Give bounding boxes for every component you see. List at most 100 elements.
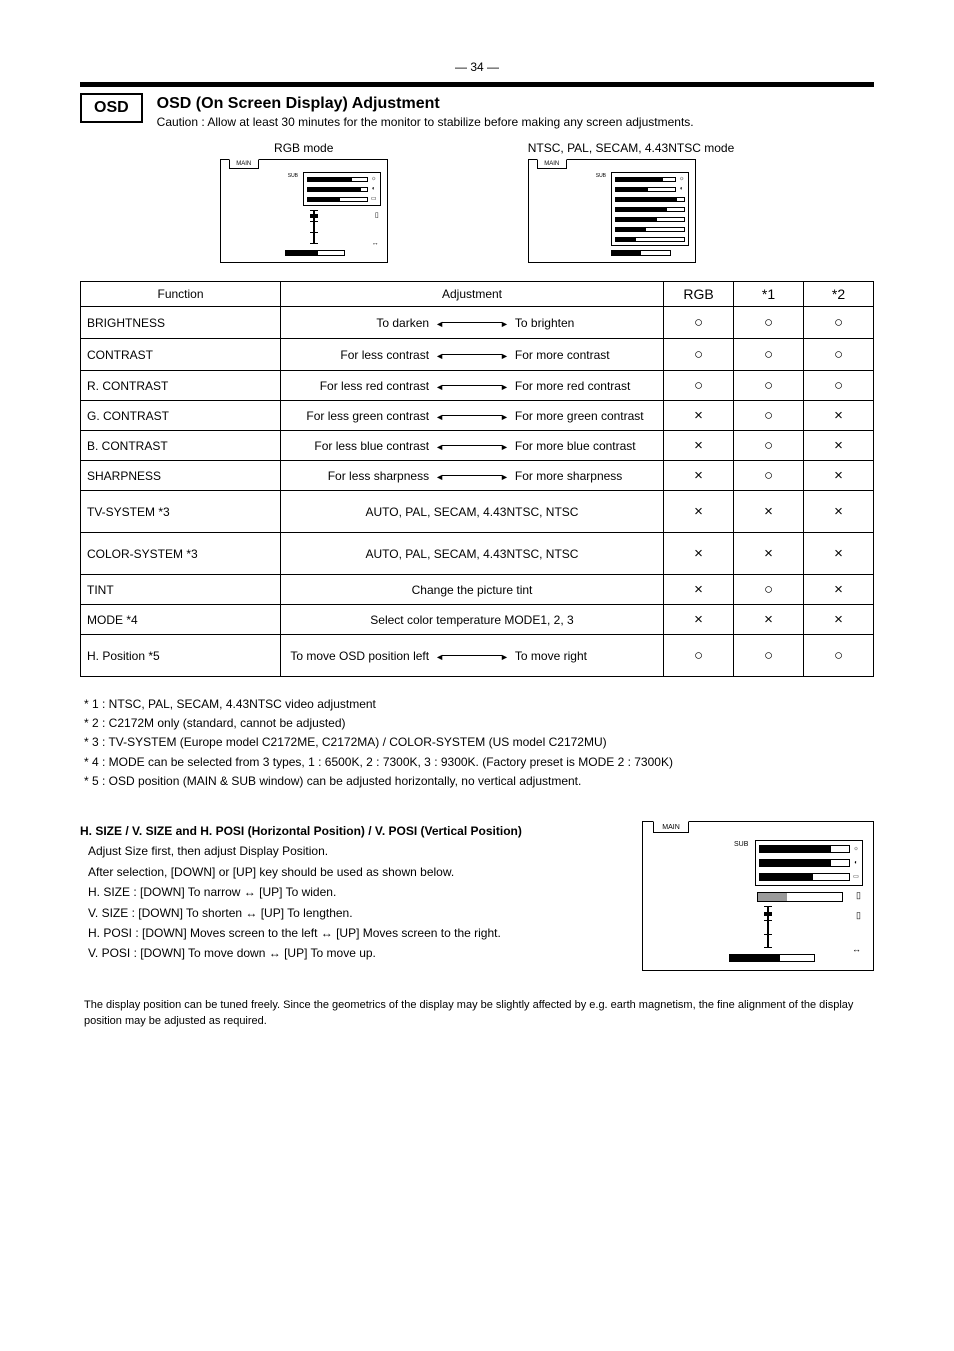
osd-tab: MAIN xyxy=(537,159,567,169)
osd-inner-label: SUB xyxy=(596,173,606,179)
cell-adjustment: For less red contrastFor more red contra… xyxy=(281,371,664,401)
slider-row: ◐ xyxy=(615,185,685,193)
brightness-icon: ☼ xyxy=(679,176,685,182)
desc-line: V. POSI : [DOWN] To move down ↔ [UP] To … xyxy=(80,943,624,963)
cell-flag: ○ xyxy=(734,371,804,401)
slider-row xyxy=(615,215,685,223)
table-row: CONTRASTFor less contrastFor more contra… xyxy=(81,339,874,371)
cell-function: R. CONTRAST xyxy=(81,371,281,401)
cell-function: H. Position *5 xyxy=(81,635,281,677)
osd-ntsc-caption: NTSC, PAL, SECAM, 4.43NTSC mode xyxy=(528,141,735,155)
osd-preview-row: RGB mode MAIN SUB ☼ ◐ ▭ xyxy=(80,141,874,263)
foot-caption: The display position can be tuned freely… xyxy=(80,997,874,1030)
cell-flag: × xyxy=(804,491,874,533)
v-slider xyxy=(763,906,773,948)
table-body: BRIGHTNESSTo darkenTo brighten○○○CONTRAS… xyxy=(81,307,874,677)
cell-flag: ○ xyxy=(734,461,804,491)
slider-row xyxy=(615,195,685,203)
cell-adjustment: Select color temperature MODE1, 2, 3 xyxy=(281,605,664,635)
h-bottom-slider xyxy=(285,250,345,256)
cell-flag: ○ xyxy=(664,339,734,371)
cell-flag: × xyxy=(664,431,734,461)
note-line: * 3 : TV-SYSTEM (Europe model C2172ME, C… xyxy=(84,733,870,752)
th-star2: *2 xyxy=(804,282,874,307)
section-caution: Caution : Allow at least 30 minutes for … xyxy=(157,115,694,129)
note-line: * 1 : NTSC, PAL, SECAM, 4.43NTSC video a… xyxy=(84,695,870,714)
cell-flag: ○ xyxy=(734,339,804,371)
desc-title: H. SIZE / V. SIZE and H. POSI (Horizonta… xyxy=(80,824,522,838)
cell-flag: × xyxy=(664,491,734,533)
table-row: BRIGHTNESSTo darkenTo brighten○○○ xyxy=(81,307,874,339)
osd-ntsc-sliders-panel: SUB ☼ ◐ xyxy=(611,172,689,246)
osd-inner-label: SUB xyxy=(734,841,748,848)
cell-function: TINT xyxy=(81,575,281,605)
brightness-icon: ☼ xyxy=(853,846,859,852)
table-row: B. CONTRASTFor less blue contrastFor mor… xyxy=(81,431,874,461)
cell-adjustment: To move OSD position leftTo move right xyxy=(281,635,664,677)
cell-flag: ○ xyxy=(664,371,734,401)
settings-table: Function Adjustment RGB *1 *2 BRIGHTNESS… xyxy=(80,281,874,677)
note-line: * 5 : OSD position (MAIN & SUB window) c… xyxy=(84,772,870,791)
cell-flag: × xyxy=(664,533,734,575)
slider-row: ▭ xyxy=(307,195,377,203)
cell-flag: × xyxy=(734,533,804,575)
cell-flag: ○ xyxy=(734,575,804,605)
contrast-icon: ◐ xyxy=(853,860,859,866)
osd-large-sliders: SUB ☼ ◐ ▭ xyxy=(755,840,863,886)
desc-line: V. SIZE : [DOWN] To shorten ↔ [UP] To le… xyxy=(80,903,624,923)
cell-adjustment: For less green contrastFor more green co… xyxy=(281,401,664,431)
table-row: H. Position *5To move OSD position leftT… xyxy=(81,635,874,677)
desc-line: H. SIZE : [DOWN] To narrow ↔ [UP] To wid… xyxy=(80,882,624,902)
cell-flag: × xyxy=(734,605,804,635)
hpos-icon: ↔ xyxy=(852,946,861,953)
cell-flag: ○ xyxy=(664,635,734,677)
note-line: * 2 : C2172M only (standard, cannot be a… xyxy=(84,714,870,733)
cell-adjustment: For less sharpnessFor more sharpness xyxy=(281,461,664,491)
slider-row xyxy=(615,235,685,243)
slider-row xyxy=(615,205,685,213)
page: — 34 — OSD OSD (On Screen Display) Adjus… xyxy=(0,0,954,1090)
table-row: G. CONTRASTFor less green contrastFor mo… xyxy=(81,401,874,431)
table-row: R. CONTRASTFor less red contrastFor more… xyxy=(81,371,874,401)
table-row: TV-SYSTEM *3AUTO, PAL, SECAM, 4.43NTSC, … xyxy=(81,491,874,533)
hpos-icon: ↔ xyxy=(372,240,379,247)
desc-line: After selection, [DOWN] or [UP] key shou… xyxy=(80,862,624,882)
cell-function: B. CONTRAST xyxy=(81,431,281,461)
section-title: OSD (On Screen Display) Adjustment xyxy=(157,95,694,113)
cell-function: BRIGHTNESS xyxy=(81,307,281,339)
cell-function: G. CONTRAST xyxy=(81,401,281,431)
section-title-block: OSD (On Screen Display) Adjustment Cauti… xyxy=(157,93,694,129)
slider xyxy=(307,177,368,182)
slider-row xyxy=(615,225,685,233)
cell-flag: ○ xyxy=(734,431,804,461)
table-row: COLOR-SYSTEM *3AUTO, PAL, SECAM, 4.43NTS… xyxy=(81,533,874,575)
cell-adjustment: To darkenTo brighten xyxy=(281,307,664,339)
osd-large-box: MAIN SUB ☼ ◐ ▭ ▯ xyxy=(642,821,874,971)
note-line: * 4 : MODE can be selected from 3 types,… xyxy=(84,753,870,772)
contrast-icon: ◐ xyxy=(371,186,377,192)
osd-rgb-sliders-panel: SUB ☼ ◐ ▭ xyxy=(303,172,381,206)
vpos-icon: ▯ xyxy=(856,912,861,919)
slider xyxy=(307,197,368,202)
cell-function: MODE *4 xyxy=(81,605,281,635)
cell-flag: ○ xyxy=(734,307,804,339)
cell-flag: ○ xyxy=(804,339,874,371)
osd-side: MAIN SUB ☼ ◐ ▭ ▯ xyxy=(636,821,874,971)
vsize-icon: ▯ xyxy=(375,212,379,219)
cell-flag: ○ xyxy=(664,307,734,339)
slider-row: ◐ xyxy=(307,185,377,193)
cell-flag: × xyxy=(804,461,874,491)
table-row: TINTChange the picture tint×○× xyxy=(81,575,874,605)
cell-adjustment: AUTO, PAL, SECAM, 4.43NTSC, NTSC xyxy=(281,491,664,533)
desc-block: H. SIZE / V. SIZE and H. POSI (Horizonta… xyxy=(80,821,874,971)
desc-line: H. POSI : [DOWN] Moves screen to the lef… xyxy=(80,923,624,943)
cell-flag: × xyxy=(804,605,874,635)
below-slider xyxy=(757,892,843,902)
cell-flag: × xyxy=(664,605,734,635)
cell-flag: ○ xyxy=(734,401,804,431)
notes: * 1 : NTSC, PAL, SECAM, 4.43NTSC video a… xyxy=(84,695,870,791)
brightness-icon: ☼ xyxy=(371,176,377,182)
th-function: Function xyxy=(81,282,281,307)
osd-rgb-col: RGB mode MAIN SUB ☼ ◐ ▭ xyxy=(220,141,388,263)
table-header-row: Function Adjustment RGB *1 *2 xyxy=(81,282,874,307)
